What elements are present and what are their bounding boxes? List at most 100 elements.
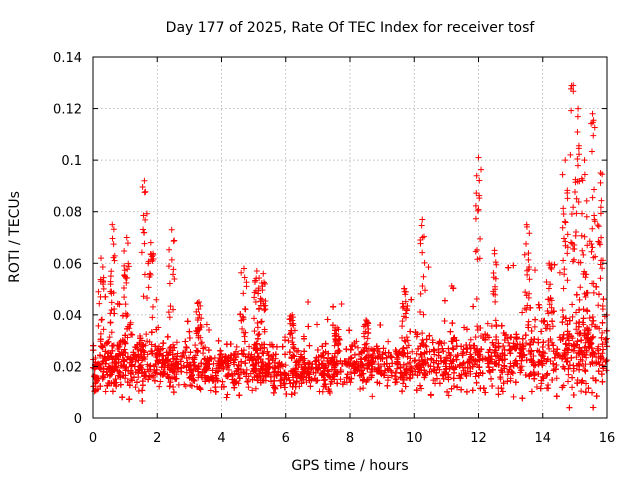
data-point bbox=[288, 354, 295, 361]
data-point bbox=[456, 362, 463, 369]
data-point bbox=[285, 337, 292, 344]
data-point bbox=[270, 389, 277, 396]
data-point bbox=[194, 383, 201, 390]
data-point bbox=[203, 321, 210, 328]
data-point bbox=[198, 360, 205, 367]
data-point bbox=[573, 320, 580, 327]
data-point bbox=[285, 372, 292, 379]
data-point bbox=[179, 353, 186, 360]
data-point bbox=[351, 370, 358, 377]
data-point bbox=[351, 351, 358, 358]
data-point bbox=[313, 357, 320, 364]
data-point bbox=[293, 348, 300, 355]
data-point bbox=[129, 377, 136, 384]
data-point bbox=[392, 369, 399, 376]
data-point bbox=[236, 392, 243, 399]
data-point bbox=[578, 337, 585, 344]
data-point bbox=[430, 377, 437, 384]
data-point bbox=[489, 382, 496, 389]
data-point bbox=[295, 347, 302, 354]
data-point bbox=[381, 372, 388, 379]
data-point bbox=[449, 338, 456, 345]
data-point bbox=[365, 352, 372, 359]
data-point bbox=[116, 343, 123, 350]
data-point bbox=[238, 358, 245, 365]
data-point bbox=[168, 360, 175, 367]
data-point bbox=[435, 346, 442, 353]
data-point bbox=[291, 390, 298, 397]
data-point bbox=[313, 377, 320, 384]
data-point bbox=[322, 381, 329, 388]
data-point bbox=[271, 384, 278, 391]
data-point bbox=[586, 314, 593, 321]
data-point bbox=[553, 361, 560, 368]
data-point bbox=[106, 334, 113, 341]
data-point bbox=[249, 387, 256, 394]
data-point bbox=[549, 323, 556, 330]
data-point bbox=[326, 359, 333, 366]
data-point bbox=[121, 346, 128, 353]
data-point bbox=[110, 367, 117, 374]
data-point bbox=[112, 375, 119, 382]
data-point bbox=[426, 332, 433, 339]
data-point bbox=[583, 380, 590, 387]
data-point bbox=[261, 344, 268, 351]
data-point bbox=[579, 377, 586, 384]
data-point bbox=[539, 373, 546, 380]
data-point bbox=[388, 372, 395, 379]
data-point bbox=[184, 318, 191, 325]
data-point bbox=[250, 368, 257, 375]
data-point bbox=[532, 267, 539, 274]
data-point bbox=[519, 309, 526, 316]
data-point bbox=[582, 389, 589, 396]
data-point bbox=[298, 380, 305, 387]
data-point bbox=[235, 362, 242, 369]
data-point bbox=[218, 351, 225, 358]
data-point bbox=[516, 341, 523, 348]
data-point bbox=[337, 376, 344, 383]
data-point bbox=[135, 357, 142, 364]
data-point bbox=[530, 361, 537, 368]
data-point bbox=[407, 363, 414, 370]
data-point bbox=[538, 357, 545, 364]
data-point bbox=[217, 361, 224, 368]
data-point bbox=[112, 353, 119, 360]
data-point bbox=[188, 371, 195, 378]
data-point bbox=[458, 386, 465, 393]
data-point bbox=[148, 329, 155, 336]
data-point bbox=[197, 386, 204, 393]
data-point bbox=[383, 360, 390, 367]
data-point bbox=[522, 372, 529, 379]
data-point bbox=[225, 360, 232, 367]
data-point bbox=[101, 354, 108, 361]
data-point bbox=[545, 342, 552, 349]
data-point bbox=[243, 366, 250, 373]
data-point bbox=[250, 361, 257, 368]
data-point bbox=[444, 388, 451, 395]
data-point bbox=[574, 349, 581, 356]
data-point bbox=[249, 355, 256, 362]
data-point bbox=[380, 345, 387, 352]
data-point bbox=[479, 370, 486, 377]
data-point bbox=[510, 262, 517, 269]
data-point bbox=[436, 380, 443, 387]
data-point bbox=[538, 377, 545, 384]
data-point bbox=[543, 372, 550, 379]
data-point bbox=[224, 364, 231, 371]
data-point bbox=[344, 361, 351, 368]
data-point bbox=[519, 335, 526, 342]
data-point bbox=[599, 341, 606, 348]
data-point bbox=[474, 348, 481, 355]
data-point bbox=[549, 376, 556, 383]
data-point bbox=[599, 329, 606, 336]
data-point bbox=[450, 335, 457, 342]
data-point bbox=[464, 359, 471, 366]
data-point bbox=[580, 362, 587, 369]
data-point bbox=[573, 354, 580, 361]
data-point bbox=[402, 383, 409, 390]
data-point bbox=[302, 365, 309, 372]
data-point bbox=[330, 303, 337, 310]
data-point bbox=[144, 351, 151, 358]
data-point bbox=[560, 331, 567, 338]
data-point bbox=[595, 238, 602, 245]
